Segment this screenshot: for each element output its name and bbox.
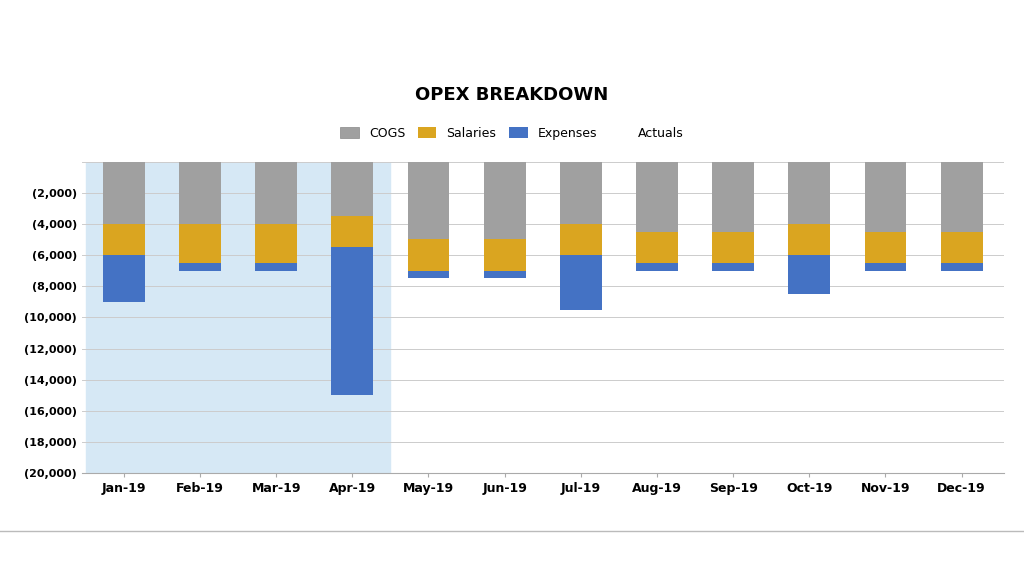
Bar bbox=[788, 255, 830, 294]
Bar bbox=[560, 224, 602, 255]
Bar bbox=[864, 263, 906, 271]
Bar bbox=[179, 263, 221, 271]
Bar bbox=[102, 255, 144, 302]
Bar bbox=[86, 162, 162, 473]
Bar bbox=[864, 162, 906, 232]
Bar bbox=[332, 248, 374, 395]
Bar bbox=[864, 232, 906, 263]
Bar bbox=[941, 162, 983, 232]
Bar bbox=[255, 162, 297, 224]
Bar bbox=[483, 271, 525, 279]
Bar bbox=[102, 162, 144, 224]
Bar bbox=[941, 263, 983, 271]
Bar bbox=[255, 224, 297, 263]
Bar bbox=[483, 162, 525, 239]
Bar bbox=[636, 162, 678, 232]
Bar bbox=[179, 162, 221, 224]
Bar bbox=[255, 263, 297, 271]
Bar bbox=[483, 239, 525, 271]
Bar bbox=[712, 232, 754, 263]
Bar bbox=[636, 232, 678, 263]
Bar bbox=[788, 162, 830, 224]
Bar bbox=[314, 162, 390, 473]
Bar bbox=[788, 224, 830, 255]
Bar bbox=[162, 162, 238, 473]
Legend: COGS, Salaries, Expenses, Actuals: COGS, Salaries, Expenses, Actuals bbox=[335, 122, 689, 145]
Bar bbox=[179, 224, 221, 263]
Bar bbox=[712, 263, 754, 271]
Bar bbox=[408, 271, 450, 279]
Bar bbox=[238, 162, 314, 473]
Bar bbox=[712, 162, 754, 232]
Bar bbox=[560, 162, 602, 224]
Bar bbox=[332, 162, 374, 216]
Bar bbox=[408, 162, 450, 239]
Bar bbox=[636, 263, 678, 271]
Bar bbox=[941, 232, 983, 263]
Bar bbox=[332, 216, 374, 248]
Bar bbox=[102, 224, 144, 255]
Bar bbox=[408, 239, 450, 271]
Bar bbox=[560, 255, 602, 309]
Text: OPEX BREAKDOWN: OPEX BREAKDOWN bbox=[416, 86, 608, 104]
